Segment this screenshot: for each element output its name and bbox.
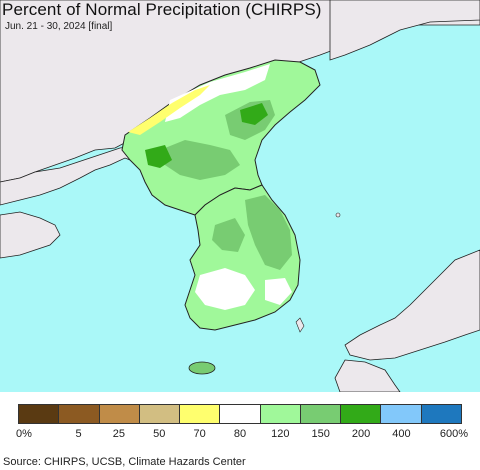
legend-labels: 0% 5 25 50 70 80 120 150 200 400 600%	[0, 428, 480, 442]
legend-tick-label: 200	[351, 428, 371, 440]
map-title: Percent of Normal Precipitation (CHIRPS)	[2, 0, 322, 19]
jeju-island	[188, 361, 216, 375]
legend-tick-label: 600%	[439, 428, 469, 440]
legend-swatch	[139, 405, 181, 423]
legend-swatch	[99, 405, 140, 423]
legend-swatch	[59, 405, 100, 423]
nk-wet-area-2	[160, 140, 240, 180]
legend-tick-label: 70	[193, 428, 206, 440]
source-credit: Source: CHIRPS, UCSB, Climate Hazards Ce…	[3, 456, 246, 468]
legend-colorbar	[18, 404, 462, 424]
legend-swatch	[341, 405, 382, 423]
legend-tick-label: 5	[75, 428, 82, 440]
legend-tick-label: 25	[112, 428, 126, 440]
map-subtitle: Jun. 21 - 30, 2024 [final]	[5, 21, 113, 32]
ulleung-island	[335, 212, 341, 218]
legend-swatch	[220, 405, 261, 423]
nk-normal-area	[165, 64, 270, 122]
tsushima-island	[295, 317, 305, 333]
legend-tick-label: 80	[233, 428, 247, 440]
legend-tick-label: 50	[153, 428, 166, 440]
map-svg	[0, 0, 480, 392]
legend-swatch	[300, 405, 342, 423]
nk-very-wet-area-2	[145, 145, 172, 168]
kyushu-land	[334, 359, 401, 392]
russia-coast	[329, 0, 480, 61]
precipitation-map	[0, 0, 480, 392]
legend-tick-label: 120	[271, 428, 290, 440]
sk-normal-area	[195, 268, 255, 310]
legend-swatch	[381, 405, 422, 423]
legend-swatch	[19, 405, 60, 423]
legend-swatch	[180, 405, 221, 423]
legend-tick-label: 150	[311, 428, 330, 440]
japan-land	[344, 249, 480, 361]
legend-swatch	[260, 405, 301, 423]
sk-wet-area-2	[212, 218, 245, 252]
legend-tick-label: 400	[392, 428, 411, 440]
shandong-land	[0, 211, 61, 259]
legend-swatch	[421, 405, 461, 423]
nk-very-wet-area	[240, 103, 268, 125]
nk-dry-area	[128, 85, 210, 135]
sk-normal-area-2	[265, 278, 292, 305]
legend-tick-label: 0%	[16, 428, 32, 440]
sk-wet-area	[245, 195, 292, 270]
north-korea	[121, 59, 321, 216]
